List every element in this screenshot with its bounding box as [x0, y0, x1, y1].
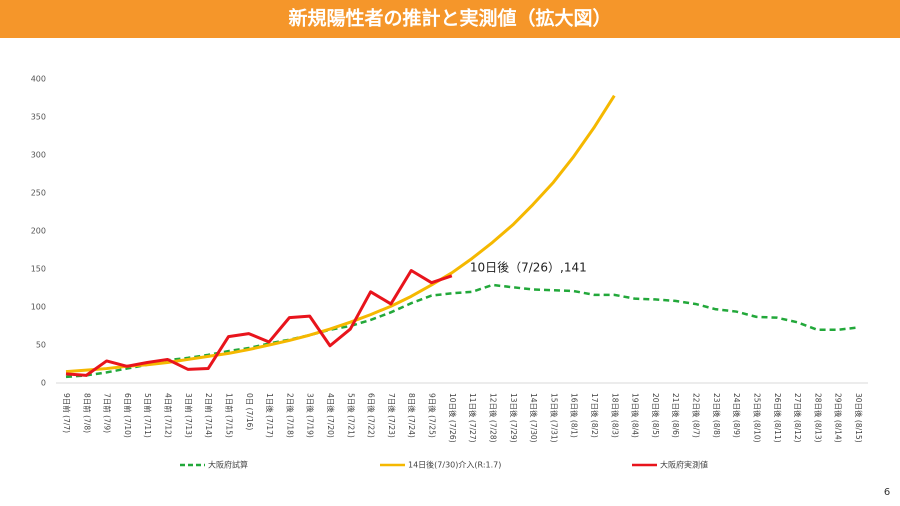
x-tick-label: 0日 (7/16): [245, 393, 254, 430]
x-tick-label: 8日前 (7/8): [82, 393, 92, 433]
x-tick-label: 26日後 (8/11): [773, 393, 783, 443]
x-tick-label: 4日後 (7/20): [326, 393, 336, 438]
x-tick-label: 21日後 (8/6): [671, 393, 681, 438]
y-tick-label: 0: [41, 379, 46, 388]
x-tick-label: 29日後 (8/14): [834, 393, 844, 443]
legend-label: 大阪府試算: [208, 460, 248, 470]
series-line: [65, 283, 859, 379]
x-tick-label: 14日後 (7/30): [529, 393, 539, 443]
x-tick-label: 24日後 (8/9): [732, 393, 742, 438]
y-tick-label: 250: [31, 189, 46, 198]
x-tick-label: 4日前 (7/12): [164, 393, 174, 438]
x-tick-label: 2日後 (7/18): [285, 393, 295, 438]
x-tick-label: 3日後 (7/19): [306, 393, 316, 438]
y-tick-label: 50: [36, 341, 46, 350]
header-bar: [0, 0, 900, 38]
x-tick-label: 12日後 (7/28): [488, 393, 498, 443]
legend-label: 14日後(7/30)介入(R:1.7): [408, 460, 501, 470]
y-tick-label: 300: [31, 151, 46, 160]
x-tick-label: 20日後 (8/5): [651, 393, 661, 438]
x-tick-label: 1日後 (7/17): [265, 393, 275, 438]
y-tick-label: 200: [31, 227, 46, 236]
x-tick-label: 1日前 (7/15): [224, 393, 234, 438]
chart-title: 新規陽性者の推計と実測値（拡大図）: [288, 7, 611, 30]
y-tick-label: 350: [31, 113, 46, 122]
x-tick-label: 2日前 (7/14): [204, 393, 214, 438]
x-tick-label: 11日後 (7/27): [468, 393, 478, 443]
x-tick-label: 30日後 (8/15): [854, 393, 864, 443]
annotation: 10日後（7/26）,141: [470, 260, 587, 274]
x-tick-label: 22日後 (8/7): [692, 393, 702, 438]
x-tick-label: 23日後 (8/8): [712, 393, 722, 438]
x-tick-label: 7日前 (7/9): [103, 393, 113, 433]
x-tick-label: 17日後 (8/2): [590, 393, 600, 438]
y-tick-label: 400: [31, 75, 46, 84]
x-tick-label: 10日後 (7/26): [448, 393, 458, 443]
legend-label: 大阪府実測値: [660, 460, 708, 470]
x-tick-label: 25日後 (8/10): [752, 393, 762, 443]
x-tick-label: 27日後 (8/12): [793, 393, 803, 443]
x-tick-label: 3日前 (7/13): [184, 393, 194, 438]
x-tick-label: 9日後 (7/25): [428, 393, 438, 438]
y-tick-label: 150: [31, 265, 46, 274]
x-tick-label: 18日後 (8/3): [610, 393, 620, 438]
x-tick-label: 9日前 (7/7): [62, 393, 72, 433]
x-tick-label: 8日後 (7/24): [407, 393, 417, 438]
x-tick-label: 5日前 (7/11): [143, 393, 153, 438]
x-tick-label: 13日後 (7/29): [509, 393, 519, 443]
x-tick-label: 19日後 (8/4): [631, 393, 641, 438]
page-number: 6: [884, 487, 890, 498]
series-line: [65, 269, 453, 377]
x-tick-label: 15日後 (7/31): [549, 393, 559, 443]
x-tick-label: 5日後 (7/21): [346, 393, 356, 438]
y-tick-label: 100: [31, 303, 46, 312]
x-tick-label: 7日後 (7/23): [387, 393, 397, 438]
x-tick-label: 16日後 (8/1): [570, 393, 580, 438]
x-tick-label: 6日前 (7/10): [123, 393, 133, 438]
series-line: [65, 94, 616, 374]
x-tick-label: 28日後 (8/13): [813, 393, 823, 443]
x-tick-label: 6日後 (7/22): [367, 393, 377, 438]
